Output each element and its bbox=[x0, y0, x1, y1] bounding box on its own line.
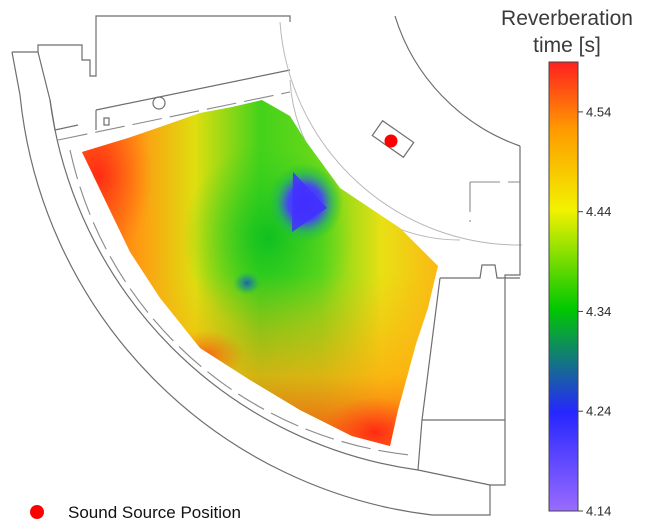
colorbar-title-line2: time [s] bbox=[533, 34, 601, 57]
colorbar: Reverberation time [s] 4.544.444.344.244… bbox=[501, 7, 633, 519]
plan-right-wall bbox=[432, 146, 521, 516]
plan-top-corridor bbox=[95, 69, 291, 130]
legend-source-marker bbox=[30, 505, 44, 519]
plan-dashed-line-top bbox=[57, 91, 291, 141]
colorbar-gradient bbox=[548, 61, 579, 512]
field-blue-core bbox=[292, 172, 327, 232]
field-red-bottom bbox=[320, 397, 430, 446]
field-small-blue bbox=[233, 271, 261, 295]
colorbar-ticks: 4.54 4.44 4.34 4.24 4.14 bbox=[578, 104, 611, 519]
plan-right-lower-room bbox=[417, 419, 491, 486]
colorbar-tick-label: 4.14 bbox=[586, 504, 611, 519]
field-red-lowerleft bbox=[165, 330, 245, 380]
field-red-left bbox=[82, 100, 153, 260]
legend-source-label: Sound Source Position bbox=[68, 503, 241, 522]
plan-stage-outer-arc bbox=[394, 15, 521, 147]
plan-dashed-arc bbox=[69, 149, 411, 456]
colorbar-tick-label: 4.24 bbox=[586, 404, 611, 419]
plan-outer-arc bbox=[19, 94, 433, 516]
plan-inner-arc bbox=[49, 99, 419, 471]
plan-stage-inner-arc bbox=[279, 21, 523, 246]
plan-left-block bbox=[11, 51, 79, 131]
colorbar-tick-label: 4.44 bbox=[586, 204, 611, 219]
plan-column bbox=[152, 96, 166, 110]
plan-small-block bbox=[103, 117, 110, 126]
sound-source-marker bbox=[384, 134, 398, 148]
colorbar-title-line1: Reverberation bbox=[501, 7, 633, 30]
colorbar-tick-label: 4.34 bbox=[586, 304, 611, 319]
colorbar-tick-label: 4.54 bbox=[586, 104, 611, 119]
legend: Sound Source Position bbox=[30, 503, 241, 522]
plan-upper-left-wall bbox=[12, 15, 291, 77]
plan-right-dashes bbox=[469, 181, 520, 222]
